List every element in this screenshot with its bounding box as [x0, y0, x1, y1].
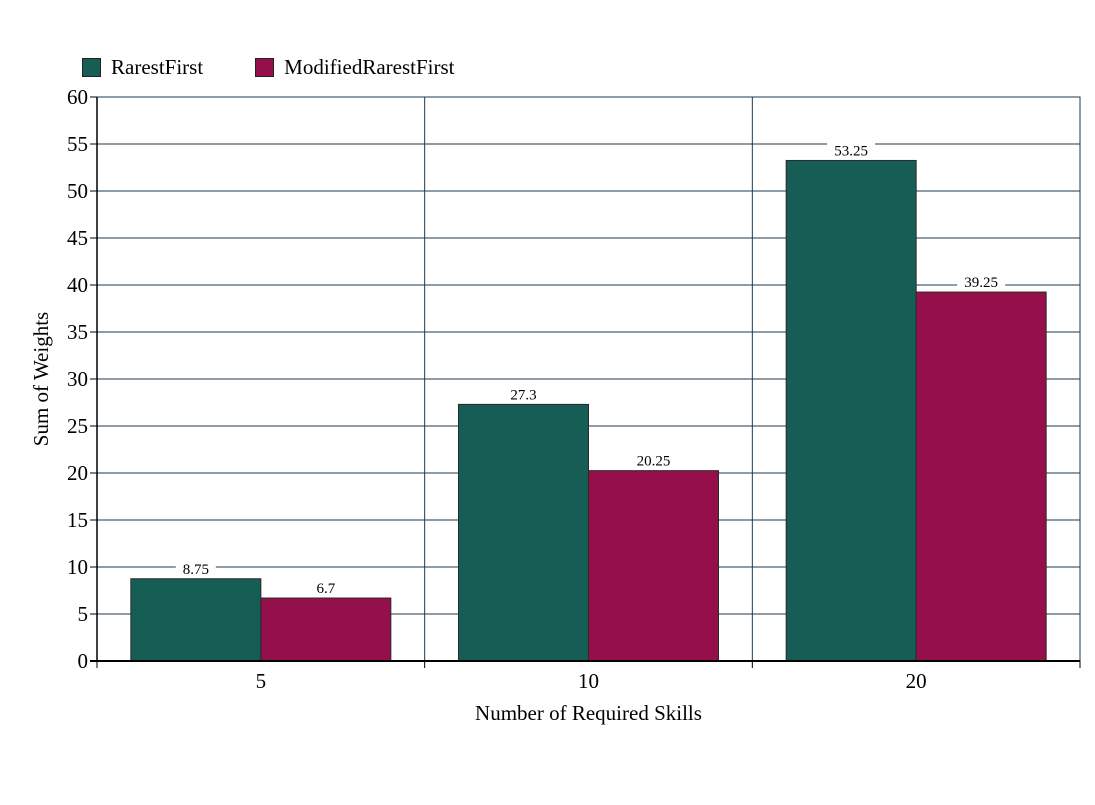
data-label: 27.3 [510, 387, 536, 403]
y-tick-label: 45 [67, 226, 88, 250]
y-tick-label: 20 [67, 461, 88, 485]
data-label: 39.25 [964, 275, 998, 291]
chart-legend: RarestFirst ModifiedRarestFirst [82, 55, 455, 80]
y-tick-label: 5 [78, 602, 89, 626]
bar-rarestfirst-20 [785, 159, 917, 662]
data-label: 20.25 [637, 454, 671, 470]
y-tick-label: 35 [67, 320, 88, 344]
data-label-background [629, 453, 678, 469]
legend-item-rarestfirst: RarestFirst [82, 55, 203, 80]
legend-label-modifiedrarestfirst: ModifiedRarestFirst [284, 55, 455, 79]
legend-swatch-modifiedrarestfirst [255, 58, 275, 77]
y-tick-label: 15 [67, 508, 88, 532]
y-tick-label: 25 [67, 414, 88, 438]
y-axis-title: Sum of Weights [29, 312, 53, 446]
data-label-background [957, 275, 1006, 291]
bar-rarestfirst-5 [130, 578, 262, 662]
y-tick-label: 40 [67, 273, 88, 297]
data-label: 53.25 [834, 143, 868, 159]
legend-label-rarestfirst: RarestFirst [111, 55, 204, 79]
bar-modifiedrarestfirst-10 [588, 470, 719, 662]
data-label: 6.7 [316, 581, 335, 597]
bar-modifiedrarestfirst-5 [260, 597, 392, 662]
bar-rarestfirst-10 [458, 403, 589, 662]
x-axis-title: Number of Required Skills [475, 701, 702, 725]
data-label-background [309, 581, 342, 597]
y-tick-label: 10 [67, 555, 88, 579]
x-tick-label: 20 [906, 669, 927, 693]
legend-item-modifiedrarestfirst: ModifiedRarestFirst [255, 55, 455, 80]
bar-modifiedrarestfirst-20 [915, 291, 1047, 662]
legend-swatch-rarestfirst [82, 58, 101, 77]
y-tick-label: 30 [67, 367, 88, 391]
data-label-background [827, 143, 876, 159]
data-label-background [503, 387, 544, 403]
data-label-background [175, 561, 216, 577]
data-label: 8.75 [183, 562, 209, 578]
y-tick-label: 0 [78, 649, 89, 673]
y-tick-label: 60 [67, 85, 88, 109]
y-tick-label: 55 [67, 132, 88, 156]
x-tick-label: 5 [256, 669, 267, 693]
x-tick-label: 10 [578, 669, 599, 693]
y-tick-label: 50 [67, 179, 88, 203]
